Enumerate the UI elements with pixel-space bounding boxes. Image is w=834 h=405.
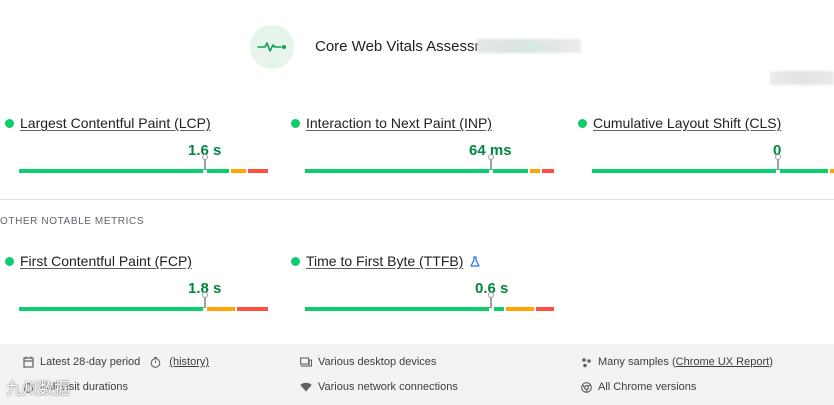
timer-icon bbox=[23, 382, 34, 393]
footer-chrome-versions: All Chrome versions bbox=[581, 381, 696, 393]
value-marker bbox=[202, 292, 208, 312]
metric-label-lcp[interactable]: Largest Contentful Paint (LCP) bbox=[20, 115, 211, 131]
page-title: Core Web Vitals Assessm bbox=[315, 38, 488, 55]
bar-segment-good bbox=[19, 307, 205, 311]
distribution-bar-inp bbox=[305, 154, 554, 174]
distribution-bar-lcp bbox=[19, 154, 268, 174]
distribution-bar-ttfb bbox=[305, 292, 554, 312]
bar-segment-poor bbox=[542, 169, 554, 173]
footer-info-panel bbox=[0, 344, 834, 405]
metric-label-cls[interactable]: Cumulative Layout Shift (CLS) bbox=[593, 115, 782, 131]
network-text: Various network connections bbox=[318, 381, 458, 393]
samples-text: Many samples ( bbox=[598, 356, 676, 368]
footer-period: Latest 28-day period (history) bbox=[23, 356, 209, 368]
bar-segment-average bbox=[506, 307, 534, 311]
status-dot-good bbox=[5, 256, 14, 266]
bar-segment-good bbox=[305, 307, 492, 311]
chrome-icon bbox=[581, 381, 592, 393]
desktop-devices-icon bbox=[300, 356, 312, 367]
metric-value-inp: 64 ms bbox=[469, 142, 512, 159]
status-dot-good bbox=[291, 256, 300, 266]
bar-segment-good bbox=[305, 169, 528, 173]
value-marker bbox=[202, 154, 208, 174]
footer-devices: Various desktop devices bbox=[300, 356, 436, 368]
metric-cls: Cumulative Layout Shift (CLS) bbox=[578, 113, 781, 133]
history-link[interactable]: (history) bbox=[169, 356, 210, 368]
pulse-icon bbox=[250, 25, 294, 69]
footer-network: Various network connections bbox=[300, 381, 458, 393]
metric-label-ttfb[interactable]: Time to First Byte (TTFB) bbox=[306, 253, 464, 269]
distribution-bar-cls bbox=[592, 154, 834, 174]
section-heading: OTHER NOTABLE METRICS bbox=[0, 216, 145, 227]
bar-segment-good bbox=[19, 169, 229, 173]
value-marker bbox=[775, 154, 781, 174]
status-dot-good bbox=[578, 118, 587, 128]
footer-samples: Many samples (Chrome UX Report) bbox=[581, 356, 773, 368]
metric-value-fcp: 1.8 s bbox=[188, 280, 222, 297]
redacted-region bbox=[770, 71, 834, 85]
redacted-region bbox=[477, 39, 581, 53]
metric-lcp: Largest Contentful Paint (LCP) bbox=[5, 113, 211, 133]
metric-value-cls: 0 bbox=[773, 142, 782, 159]
timer-icon bbox=[150, 356, 161, 368]
footer-durations: Full visit durations bbox=[23, 381, 128, 393]
status-dot-good bbox=[5, 118, 14, 128]
bar-segment-good bbox=[494, 307, 504, 311]
metric-inp: Interaction to Next Paint (INP) bbox=[291, 113, 492, 133]
metric-ttfb: Time to First Byte (TTFB) bbox=[291, 251, 480, 271]
section-divider bbox=[0, 199, 834, 200]
metric-label-fcp[interactable]: First Contentful Paint (FCP) bbox=[20, 253, 192, 269]
bar-segment-poor bbox=[536, 307, 554, 311]
status-dot-good bbox=[291, 118, 300, 128]
wifi-icon bbox=[300, 382, 312, 392]
bar-segment-average bbox=[231, 169, 246, 173]
devices-text: Various desktop devices bbox=[318, 356, 437, 368]
bar-segment-good bbox=[592, 169, 828, 173]
value-marker bbox=[488, 292, 494, 312]
metric-value-lcp: 1.6 s bbox=[188, 142, 222, 159]
distribution-bar-fcp bbox=[19, 292, 268, 312]
metric-fcp: First Contentful Paint (FCP) bbox=[5, 251, 192, 271]
bar-segment-average bbox=[207, 307, 235, 311]
durations-text: Full visit durations bbox=[40, 381, 129, 393]
people-icon bbox=[582, 357, 591, 367]
flask-icon[interactable] bbox=[470, 255, 480, 267]
metric-value-ttfb: 0.6 s bbox=[475, 280, 509, 297]
bar-segment-average bbox=[830, 169, 834, 173]
watermark: 九州数据 bbox=[6, 381, 71, 398]
bar-segment-poor bbox=[248, 169, 268, 173]
samples-close: ) bbox=[769, 356, 773, 368]
bar-segment-poor bbox=[237, 307, 268, 311]
bar-segment-average bbox=[530, 169, 540, 173]
metric-label-inp[interactable]: Interaction to Next Paint (INP) bbox=[306, 115, 492, 131]
value-marker bbox=[488, 154, 494, 174]
calendar-icon bbox=[23, 356, 34, 368]
chrome-text: All Chrome versions bbox=[598, 381, 697, 393]
period-text: Latest 28-day period bbox=[40, 356, 141, 368]
chrome-ux-report-link[interactable]: Chrome UX Report bbox=[675, 356, 770, 368]
